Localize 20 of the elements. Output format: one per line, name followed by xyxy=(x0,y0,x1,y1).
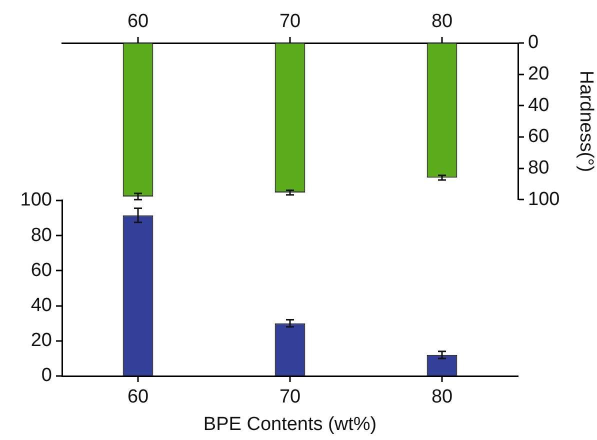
y-tick-label: 40 xyxy=(30,294,52,316)
x-tick-label: 80 xyxy=(431,386,453,408)
y-tick-label: 80 xyxy=(30,224,52,246)
y-tick-label: 100 xyxy=(20,190,52,211)
y-tick-label: 0 xyxy=(41,365,52,386)
x-tick-label: 60 xyxy=(127,10,149,32)
x-tick-label: 60 xyxy=(127,386,149,408)
y2-tick-label: 40 xyxy=(528,94,550,116)
x-tick-label: 70 xyxy=(279,386,301,408)
y2-tick-label: 100 xyxy=(528,188,560,210)
x-axis-title: BPE Contents (wt%) xyxy=(203,414,377,435)
y2-tick-label: 80 xyxy=(528,158,550,179)
y2-tick-label: 60 xyxy=(528,126,550,148)
x-tick-label: 70 xyxy=(279,10,301,32)
y-tick-label: 20 xyxy=(30,330,52,352)
y2-axis-title: Hardness(°) xyxy=(575,70,596,172)
y2-tick-label: 20 xyxy=(528,64,550,85)
y2-tick-label: 0 xyxy=(528,32,539,54)
x-tick-label: 80 xyxy=(431,10,453,32)
y-tick-label: 60 xyxy=(30,260,52,281)
